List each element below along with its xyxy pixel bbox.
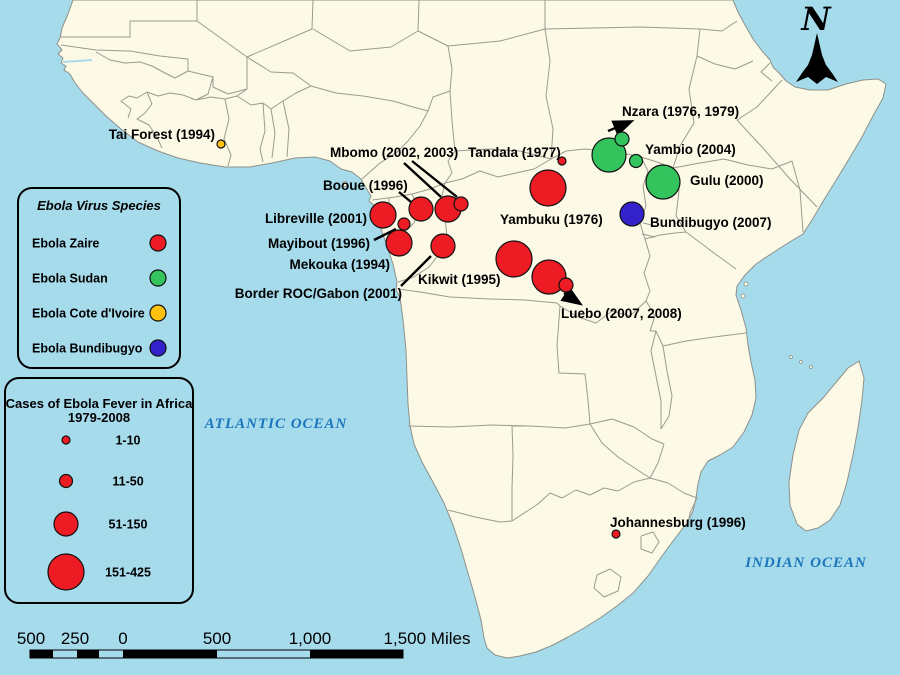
outbreak-label: Bundibugyo (2007) [650,215,772,230]
species-legend-items: Ebola Zaire Ebola Sudan Ebola Cote d'Ivoir… [32,234,167,357]
cases-legend-swatch [61,435,71,445]
north-arrow-icon [796,33,838,84]
outbreak-label: Mbomo (2002, 2003) [330,145,458,160]
scale-tick-label: 0 [118,629,127,648]
leader-line [373,227,397,242]
gambia-inlet [62,59,93,63]
leader-line [560,286,583,306]
leader-line [411,160,458,198]
outbreak-marker [430,233,456,259]
cases-legend-item-label: 151-425 [105,566,151,580]
madagascar-island [788,360,865,532]
outbreak-label: Libreville (2001) [265,211,367,226]
outbreak-label: Mayibout (1996) [268,236,370,251]
cases-legend-title-line2: 1979-2008 [68,410,130,425]
outbreak-marker [397,217,411,231]
outbreak-marker [408,196,434,222]
cases-legend-items: 1-10 11-50 51-150 151-425 [47,434,151,591]
scale-tick-label: 1,500 Miles [384,629,471,648]
outbreak-label: Tai Forest (1994) [109,127,215,142]
outbreak-marker [628,153,644,169]
outbreak-label: Yambuku (1976) [500,212,603,227]
outbreak-marker [611,529,621,539]
species-legend-box [17,187,181,369]
north-label: N [800,0,832,38]
leader-line [607,120,635,137]
cases-legend: Cases of Ebola Fever in Africa 1979-2008… [4,377,194,604]
species-legend-item-label: Ebola Bundibugyo [32,342,143,356]
scale-bar-segments [30,650,403,658]
outbreak-marker [216,139,226,149]
species-legend-swatch [149,234,167,252]
outbreak-labels-layer: Tai Forest (1994) Mbomo (2002, 2003) Tanda… [109,104,772,530]
cases-legend-swatch [58,473,74,489]
cases-legend-item-label: 11-50 [112,475,143,489]
outbreak-label: Kikwit (1995) [418,272,501,287]
north-indicator: N [796,0,838,84]
atlantic-ocean-label: ATLANTIC OCEAN [204,416,348,432]
outbreak-label: Johannesburg (1996) [610,515,746,530]
scale-bar-labels: 500 250 0 500 1,000 1,500 Miles [17,629,471,648]
species-legend-title: Ebola Virus Species [37,198,161,213]
outbreak-label: Mekouka (1994) [289,257,390,272]
species-legend-swatch [149,269,167,287]
country-borders [60,0,818,598]
outbreak-marker [369,201,397,229]
scale-bar: 500 250 0 500 1,000 1,500 Miles [17,629,471,659]
species-legend-item-label: Ebola Zaire [32,237,99,251]
scale-tick-label: 1,000 [289,629,332,648]
africa-landmass [56,0,887,659]
cases-legend-title-line1: Cases of Ebola Fever in Africa [6,396,193,411]
outbreak-label: Gulu (2000) [690,173,764,188]
outbreak-marker [619,201,645,227]
outbreak-marker [529,169,567,207]
outbreak-label: Booue (1996) [323,178,408,193]
small-islands [342,181,813,369]
outbreak-marker [495,240,533,278]
species-legend-item-label: Ebola Sudan [32,272,108,286]
outbreak-marker [645,164,681,200]
outbreak-label: Nzara (1976, 1979) [622,104,739,119]
outbreak-label: Border ROC/Gabon (2001) [235,286,402,301]
leader-line [403,162,442,198]
cases-legend-swatch [47,553,85,591]
leader-line [398,191,412,203]
outbreak-marker [453,196,469,212]
leader-line [400,255,432,287]
scale-tick-label: 250 [61,629,89,648]
leader-lines-layer [373,120,635,306]
cases-legend-item-label: 1-10 [115,434,140,448]
outbreak-marker [557,156,567,166]
outbreak-marker [591,137,627,173]
outbreak-label: Yambio (2004) [645,142,736,157]
outbreak-marker [558,277,574,293]
outbreak-label: Luebo (2007, 2008) [561,306,682,321]
species-legend-swatch [149,304,167,322]
species-legend-item-label: Ebola Cote d'Ivoire [32,307,145,321]
outbreak-marker [531,259,567,295]
species-legend-swatch [149,339,167,357]
outbreak-marker [385,229,413,257]
scale-tick-label: 500 [17,629,45,648]
outbreak-label: Tandala (1977) [468,145,561,160]
outbreak-marker [614,131,630,147]
cases-legend-box [4,377,194,604]
indian-ocean-label: INDIAN OCEAN [744,555,867,571]
outbreak-markers-layer [216,131,681,539]
species-legend: Ebola Virus Species Ebola Zaire Ebola Sud… [17,187,181,369]
cases-legend-swatch [53,511,79,537]
cases-legend-item-label: 51-150 [109,518,148,532]
scale-tick-label: 500 [203,629,231,648]
